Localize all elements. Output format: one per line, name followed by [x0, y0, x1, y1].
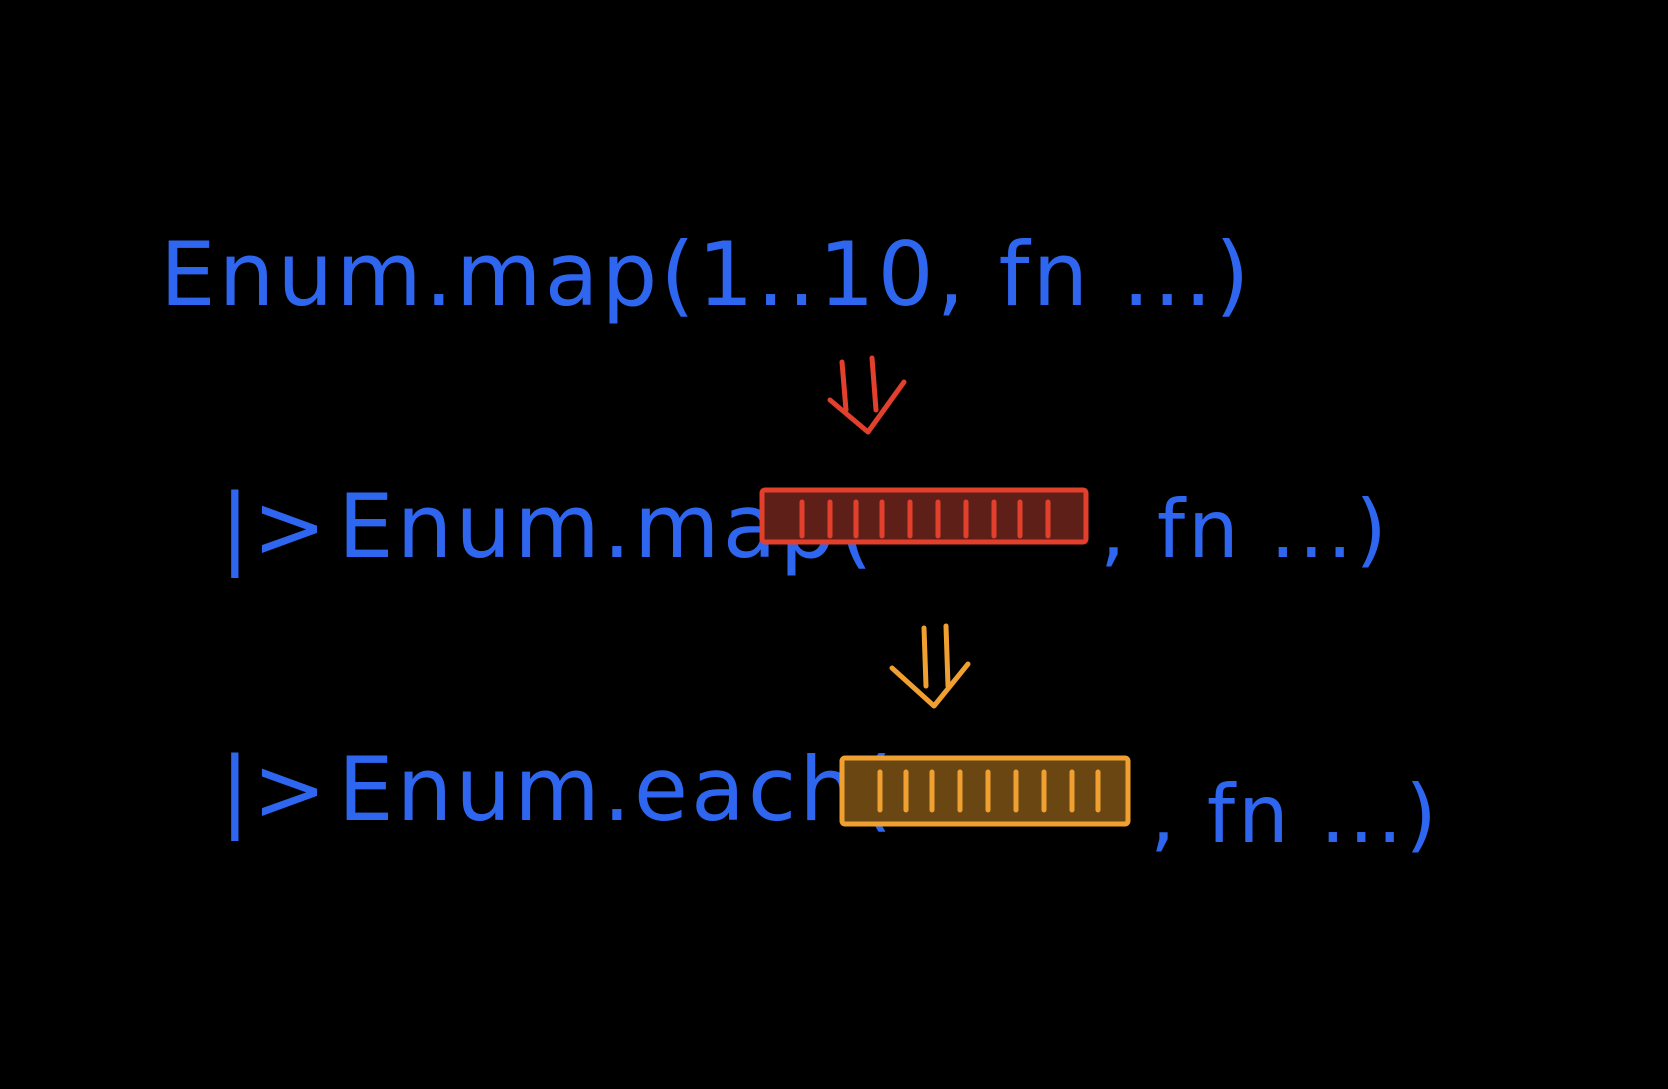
- line-1: Enum.map(1..10, fn ...): [160, 223, 1253, 326]
- line-2-pipe: |>: [220, 475, 329, 579]
- double-down-arrow-icon: [827, 355, 907, 435]
- line-3-func: Enum.each(: [338, 738, 895, 841]
- line-2: |> Enum.map( , fn ...): [220, 475, 1390, 579]
- list-box-red: [759, 487, 1089, 545]
- line-3-tail: , fn ...): [1150, 768, 1440, 861]
- list-box-orange: [839, 755, 1131, 827]
- line-3-pipe: |>: [220, 738, 329, 842]
- line-3: |> Enum.each( , fn ...): [220, 738, 1440, 861]
- double-down-arrow-icon: [889, 623, 971, 709]
- line-2-tail: , fn ...): [1100, 483, 1390, 576]
- line-1-text: Enum.map(1..10, fn ...): [160, 223, 1253, 326]
